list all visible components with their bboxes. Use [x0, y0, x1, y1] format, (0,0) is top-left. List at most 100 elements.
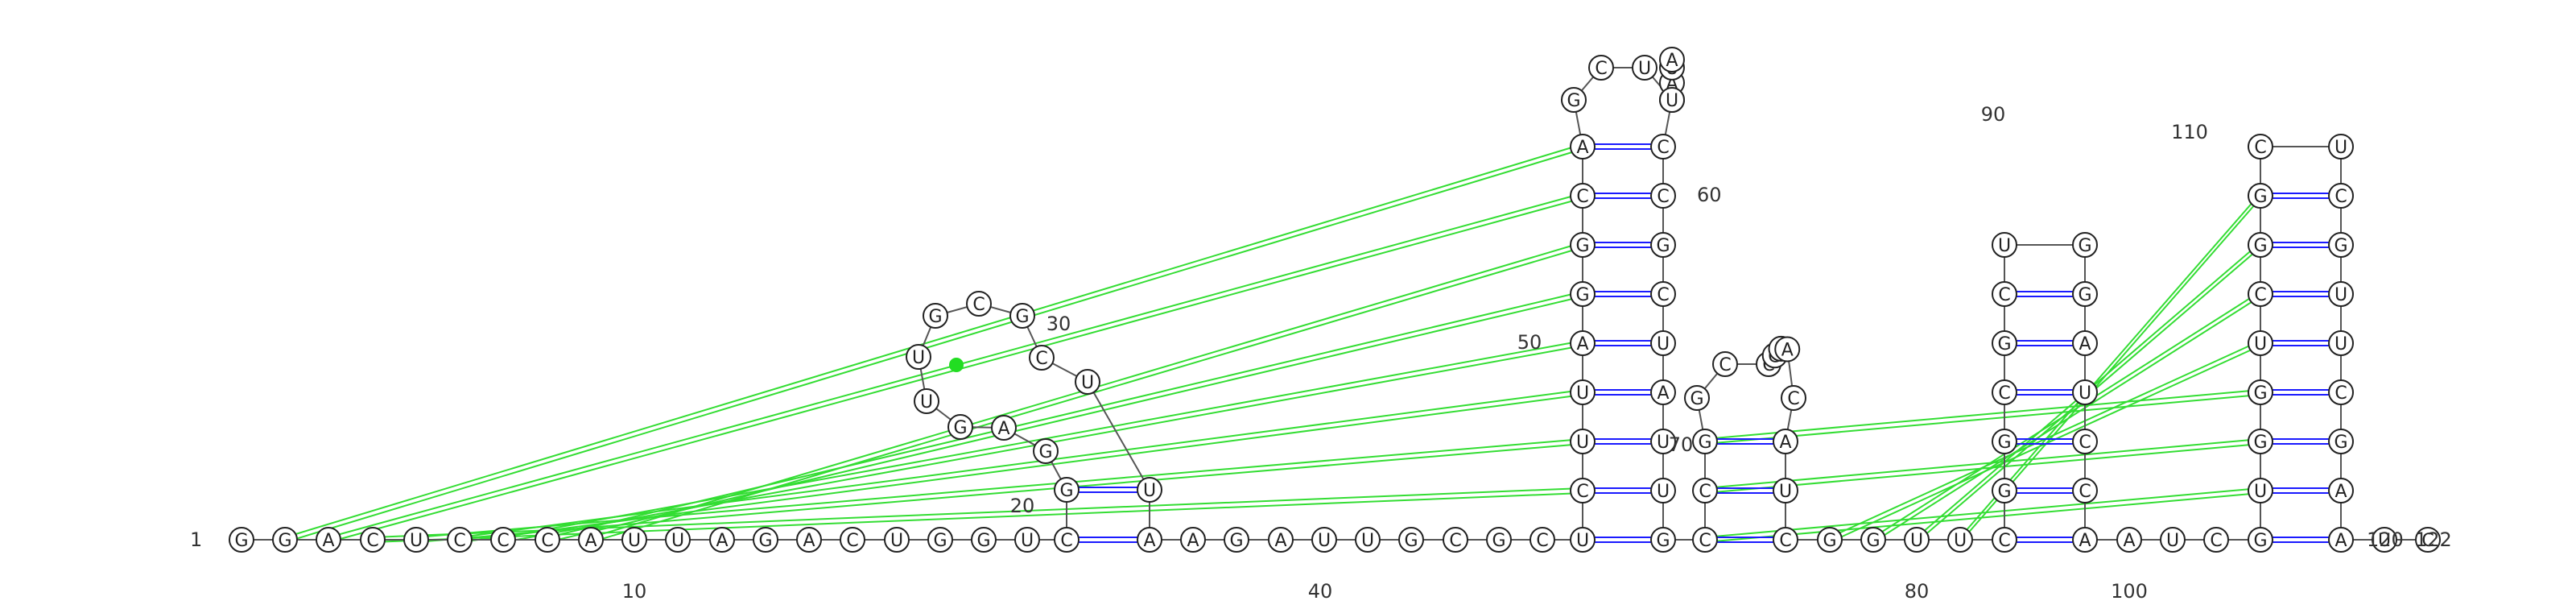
green-marker-dot [949, 358, 964, 372]
nucleotide-letter: U [1576, 433, 1589, 453]
nucleotide: C [966, 291, 992, 317]
nucleotide: U [1014, 527, 1040, 553]
nucleotide: C [1992, 527, 2017, 553]
position-label: 100 [2111, 580, 2148, 603]
nucleotide-letter: G [1492, 531, 1505, 551]
pseudoknot-link [1704, 487, 2261, 538]
nucleotide-letter: C [2079, 482, 2091, 502]
nucleotide: U [665, 527, 691, 553]
nucleotide: G [1860, 527, 1886, 553]
nucleotide-circle [2248, 134, 2273, 160]
nucleotide-letter: C [1536, 531, 1548, 551]
nucleotide-letter: C [1779, 531, 1791, 551]
nucleotide: U [1773, 478, 1798, 503]
nucleotide-letter: A [322, 531, 334, 551]
nucleotide-circle [1570, 478, 1596, 503]
nucleotide: C [360, 527, 386, 553]
pseudoknot-link [1704, 438, 2261, 489]
nucleotide-letter: U [2079, 383, 2091, 404]
nucleotide-circle [1773, 429, 1798, 454]
nucleotide-letter: A [1666, 51, 1678, 71]
position-label: 1 [190, 528, 202, 551]
nucleotide-letter: U [920, 392, 933, 412]
nucleotide: C [1443, 527, 1468, 553]
nucleotide: C [2248, 134, 2273, 160]
pseudoknot-link [459, 389, 1583, 538]
nucleotide-letter: G [1229, 531, 1243, 551]
position-label: 120 [2367, 528, 2404, 551]
nucleotide: A [2072, 330, 2098, 356]
nucleotide: C [1570, 183, 1596, 209]
nucleotide-circle [2160, 527, 2186, 553]
nucleotide-circle [1075, 369, 1100, 395]
nucleotide: U [1947, 527, 1973, 553]
nucleotide-circle [1570, 281, 1596, 307]
nucleotide-circle [2248, 478, 2273, 503]
nucleotide-circle [2328, 134, 2354, 160]
position-label: 80 [1905, 580, 1930, 603]
position-label: 30 [1046, 313, 1071, 335]
nucleotide: A [796, 527, 822, 553]
nucleotide-letter: A [716, 531, 728, 551]
nucleotide-circle [1692, 527, 1718, 553]
nucleotide-letter: G [234, 531, 248, 551]
nucleotide: C [2203, 527, 2229, 553]
nucleotide-circle [490, 527, 516, 553]
nucleotide: C [1650, 281, 1676, 307]
nucleotide-letter: U [2378, 531, 2391, 551]
nucleotide-circle [884, 527, 910, 553]
nucleotide-circle [971, 527, 997, 553]
nucleotide-circle [709, 527, 735, 553]
nucleotide: C [1650, 134, 1676, 160]
nucleotide: C [1588, 55, 1614, 81]
nucleotide-letter: G [1059, 481, 1073, 501]
nucleotide-circle [2328, 330, 2354, 356]
nucleotide-letter: G [2334, 433, 2347, 453]
nucleotide: C [1029, 345, 1055, 371]
nucleotide-letter: G [933, 531, 947, 551]
nucleotide-circle [1486, 527, 1512, 553]
nucleotide: G [2072, 281, 2098, 307]
nucleotide: G [1570, 281, 1596, 307]
nucleotide-circle [1588, 55, 1614, 81]
nucleotide: C [1773, 527, 1798, 553]
nucleotide: A [1268, 527, 1294, 553]
nucleotide-circle [1443, 527, 1468, 553]
nucleotide-circle [1904, 527, 1930, 553]
nucleotide: U [1904, 527, 1930, 553]
nucleotide: G [2328, 232, 2354, 258]
nucleotide-circle [991, 415, 1017, 441]
nucleotide-circle [1860, 527, 1886, 553]
nucleotide: U [2328, 134, 2354, 160]
nucleotide: A [1659, 46, 1685, 73]
nucleotide-circle [1054, 527, 1080, 553]
nucleotide: U [914, 388, 939, 414]
nucleotide: U [1650, 478, 1676, 503]
nucleotide-circle [2328, 527, 2354, 553]
position-label: 70 [1669, 433, 1694, 456]
nucleotide-letter: C [1998, 383, 2010, 404]
nucleotide: U [884, 527, 910, 553]
nucleotide-circle [1659, 87, 1685, 113]
nucleotide: G [1224, 527, 1249, 553]
nucleotide-circle [2203, 527, 2229, 553]
nucleotide-letter: C [541, 531, 553, 551]
nucleotide-letter: A [997, 419, 1009, 439]
nucleotide-letter: G [1823, 531, 1836, 551]
nucleotide: U [906, 344, 931, 370]
nucleotide-letter: U [1638, 59, 1651, 79]
nucleotide: C [447, 527, 473, 553]
nucleotide: C [2248, 281, 2273, 307]
nucleotide-letter: G [1575, 236, 1589, 256]
nucleotide: A [1773, 429, 1798, 454]
nucleotide-letter: C [2421, 531, 2434, 551]
nucleotide-circle [1692, 429, 1718, 454]
nucleotide-circle [927, 527, 953, 553]
nucleotide: U [1650, 429, 1676, 454]
nucleotide-letter: U [912, 348, 925, 368]
nucleotide-letter: C [1998, 531, 2010, 551]
nucleotide-circle [2248, 183, 2273, 209]
nucleotide-circle [2072, 379, 2098, 405]
nucleotide-circle [1992, 478, 2017, 503]
nucleotide: G [1570, 232, 1596, 258]
